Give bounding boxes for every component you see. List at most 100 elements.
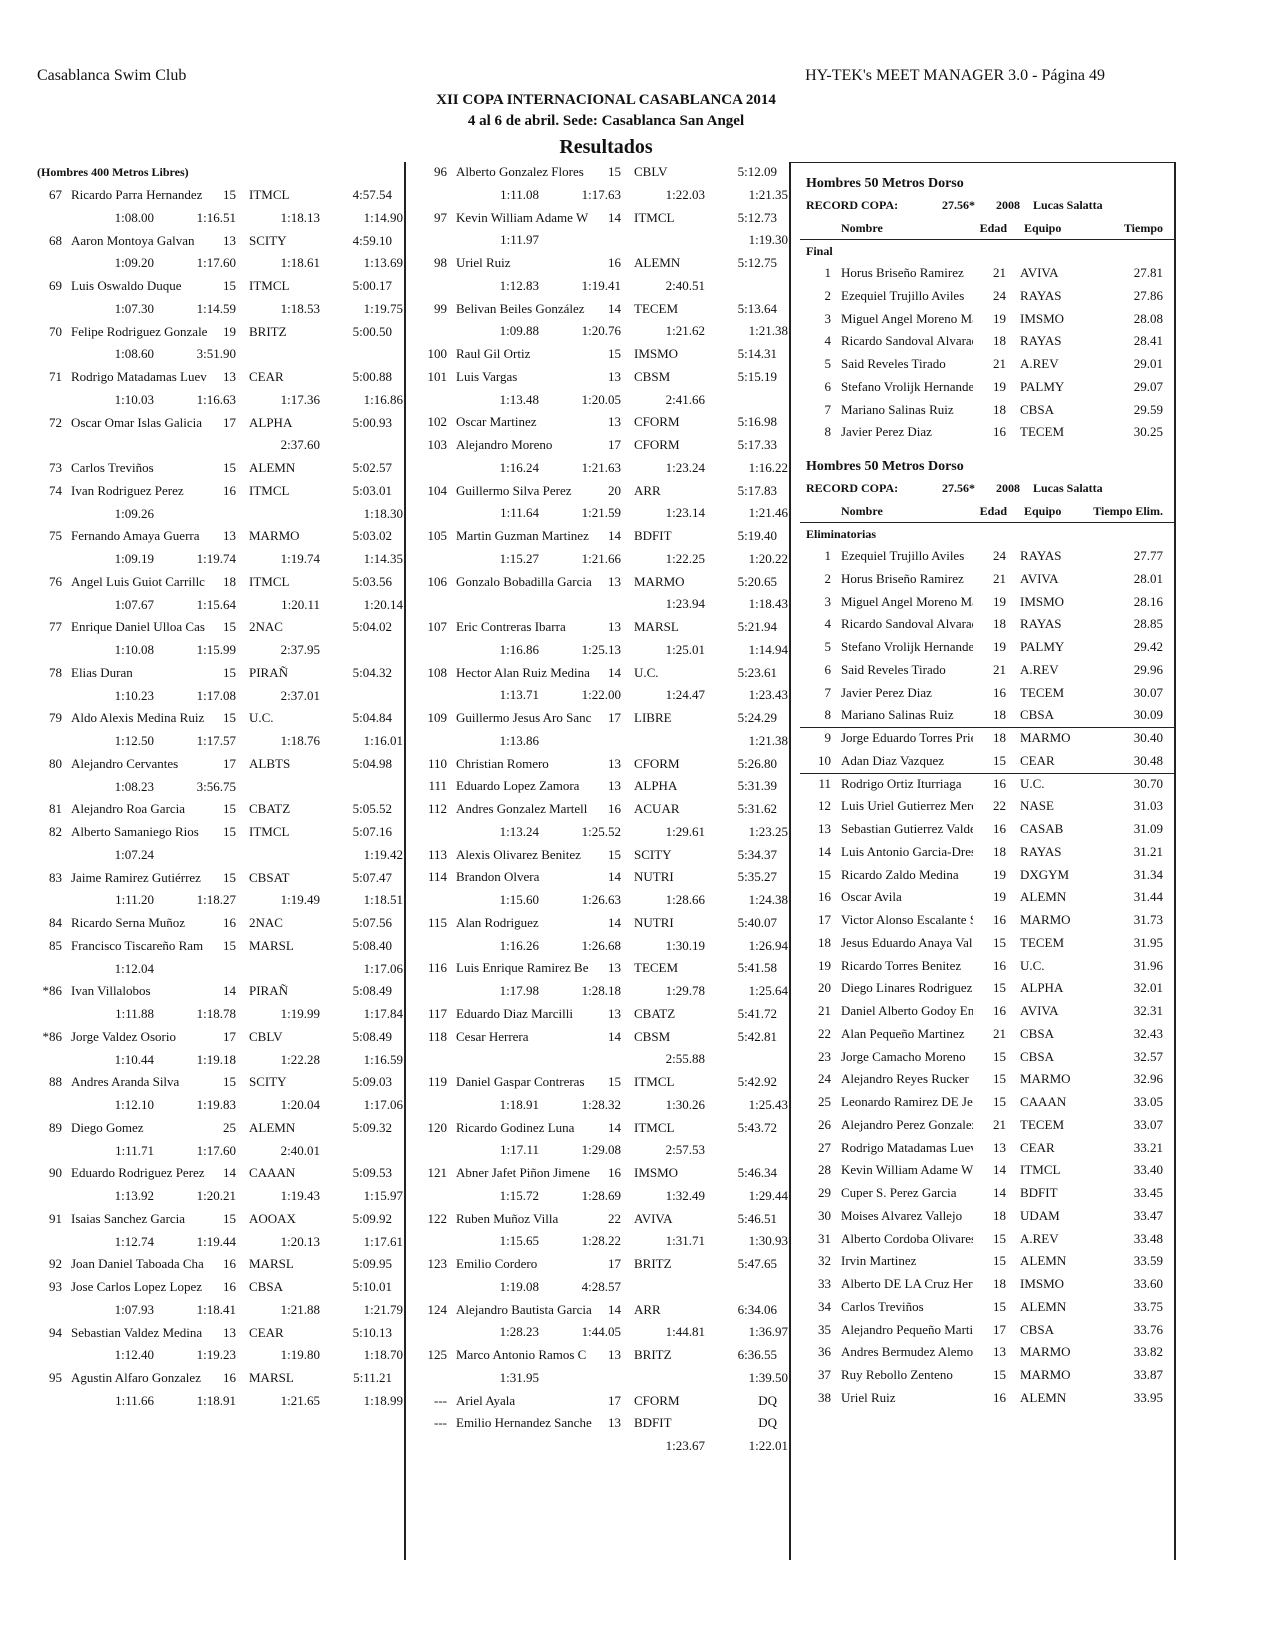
split: 1:17.61 xyxy=(363,1233,403,1249)
time: 27.86 xyxy=(1133,287,1163,303)
final-time: 5:20.65 xyxy=(737,573,777,589)
age: 13 xyxy=(993,1344,1006,1360)
swimmer-name: Moises Alvarez Vallejo xyxy=(841,1207,963,1223)
swimmer-name: Javier Perez Diaz xyxy=(841,424,932,440)
swimmer-name: Alejandro Bautista Garcia xyxy=(456,1301,592,1317)
place: 89 xyxy=(49,1119,62,1135)
split: 1:44.05 xyxy=(581,1324,621,1340)
team: U.C. xyxy=(1020,957,1045,973)
final-time: 5:35.27 xyxy=(737,869,777,885)
split: 1:07.24 xyxy=(114,846,154,862)
time: 30.48 xyxy=(1133,752,1163,768)
place: 31 xyxy=(818,1230,831,1246)
split: 1:16.63 xyxy=(196,391,236,407)
place: 80 xyxy=(49,755,62,771)
team: A.REV xyxy=(1020,356,1059,371)
final-time: 5:42.92 xyxy=(737,1074,777,1089)
swimmer-name: Rodrigo Ortiz Iturriaga xyxy=(841,775,962,791)
split: 1:15.60 xyxy=(499,892,539,907)
split: 1:17.08 xyxy=(196,687,236,703)
split: 3:51.90 xyxy=(196,346,236,362)
team: RAYAS xyxy=(1020,616,1062,632)
time: 27.81 xyxy=(1133,265,1163,280)
time: 30.25 xyxy=(1133,424,1163,440)
place: 30 xyxy=(818,1207,831,1223)
place: 35 xyxy=(818,1321,831,1337)
swimmer-name: Rodrigo Matadamas Luev xyxy=(71,369,207,384)
split: 1:08.00 xyxy=(114,209,154,225)
swimmer-name: Andres Bermudez Alemon xyxy=(841,1344,973,1360)
age: 15 xyxy=(993,1048,1006,1064)
split: 1:07.93 xyxy=(114,1301,154,1317)
time: 33.87 xyxy=(1133,1367,1163,1382)
place: 6 xyxy=(824,661,832,677)
split: 1:17.57 xyxy=(196,733,236,748)
final-time: 5:42.81 xyxy=(737,1028,777,1044)
time: 32.01 xyxy=(1133,980,1163,996)
swimmer-name: Diego Linares Rodriguez xyxy=(841,980,973,996)
team: AOOAX xyxy=(249,1210,296,1226)
final-time: 5:00.50 xyxy=(352,323,392,339)
final-time: 5:17.33 xyxy=(737,437,777,452)
swimmer-name: Carlos Treviños xyxy=(841,1298,924,1314)
place: 26 xyxy=(818,1116,831,1132)
place: 71 xyxy=(49,369,62,384)
final-time: 5:16.98 xyxy=(737,414,777,430)
place: 5 xyxy=(824,356,832,371)
swimmer-name: Ricardo Torres Benitez xyxy=(841,957,962,973)
age: 16 xyxy=(223,1370,236,1385)
final-time: 5:05.52 xyxy=(352,801,392,817)
age: 18 xyxy=(993,1276,1006,1291)
team: CBSA xyxy=(249,1279,283,1294)
age: 15 xyxy=(993,752,1006,768)
rule xyxy=(800,772,1175,774)
final-time: 5:09.92 xyxy=(352,1210,392,1226)
team: CBSM xyxy=(634,1028,671,1044)
age: 13 xyxy=(608,778,621,794)
split: 1:25.13 xyxy=(581,641,621,657)
split: 1:11.71 xyxy=(115,1142,154,1158)
age: 19 xyxy=(993,866,1006,882)
swimmer-name: Jorge Camacho Moreno xyxy=(841,1048,966,1064)
team: MARMO xyxy=(1020,730,1071,745)
time: 30.40 xyxy=(1133,730,1163,745)
age: 25 xyxy=(223,1119,236,1135)
swimmer-name: Isaias Sanchez Garcia xyxy=(71,1210,186,1226)
place: 67 xyxy=(49,187,62,202)
final-time: 5:19.40 xyxy=(737,528,777,543)
place: *86 xyxy=(42,983,63,999)
age: 18 xyxy=(993,730,1006,745)
place: 119 xyxy=(427,1074,447,1089)
split: 1:19.18 xyxy=(196,1051,236,1067)
team: NASE xyxy=(1020,798,1054,814)
age: 14 xyxy=(608,300,621,316)
split: 1:07.30 xyxy=(114,300,154,316)
age: 15 xyxy=(223,1210,236,1226)
swimmer-name: Raul Gil Ortiz xyxy=(456,346,531,361)
swimmer-name: Guillermo Jesus Aro Sanc xyxy=(456,710,592,725)
place: 101 xyxy=(427,368,448,384)
final-time: 5:08.49 xyxy=(352,983,392,999)
split: 1:17.11 xyxy=(500,1142,539,1158)
final-time: 5:07.56 xyxy=(352,915,392,930)
split: 1:14.35 xyxy=(363,551,403,566)
place: 77 xyxy=(49,619,62,635)
swimmer-name: Daniel Alberto Godoy En xyxy=(841,1003,973,1018)
swimmer-name: Alejandro Reyes Rucker xyxy=(841,1071,969,1087)
age: 14 xyxy=(223,983,236,999)
age: 16 xyxy=(993,1389,1006,1405)
split: 1:31.95 xyxy=(499,1369,539,1385)
swimmer-name: Diego Gomez xyxy=(71,1119,144,1135)
team: U.C. xyxy=(1020,775,1045,791)
time: 27.77 xyxy=(1133,548,1163,563)
team: 2NAC xyxy=(249,915,283,930)
time: 33.07 xyxy=(1133,1116,1163,1132)
age: 18 xyxy=(993,333,1006,349)
split: 1:19.75 xyxy=(363,300,403,316)
place: 38 xyxy=(818,1389,831,1405)
place: 81 xyxy=(49,801,62,817)
split: 1:17.36 xyxy=(280,391,320,407)
place: 24 xyxy=(818,1071,831,1087)
split: 1:15.65 xyxy=(499,1233,539,1249)
